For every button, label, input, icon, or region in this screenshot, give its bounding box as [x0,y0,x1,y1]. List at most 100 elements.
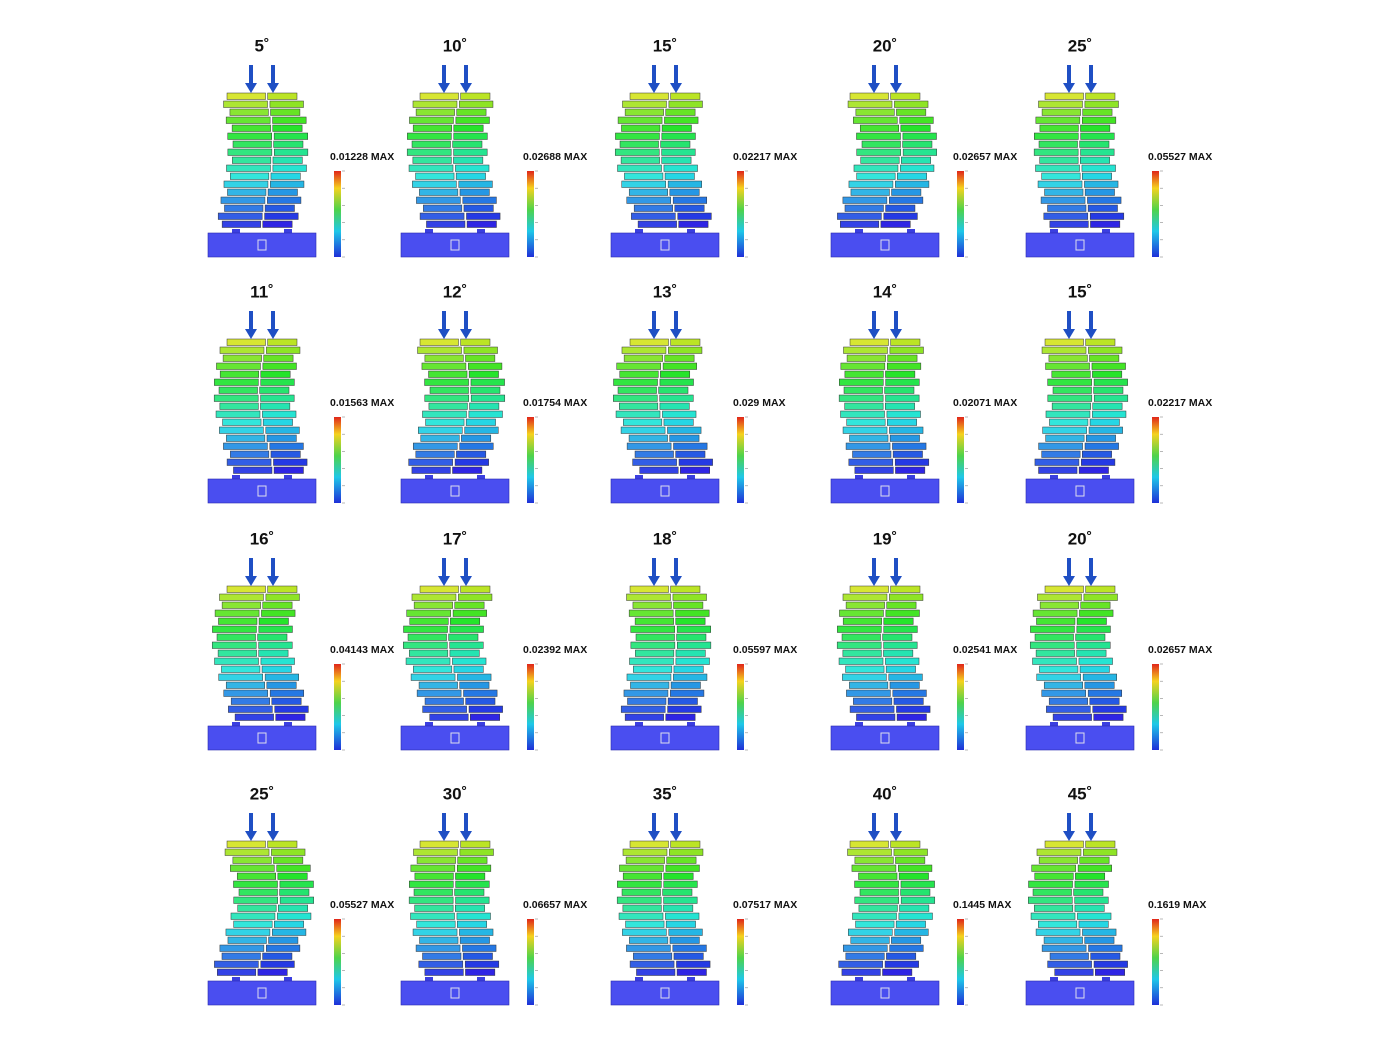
tower-block [228,705,273,713]
tower-block [233,896,278,904]
tower-block [1030,625,1075,633]
tower-block [1077,864,1112,872]
load-arrow-head [670,329,682,339]
tower-block [885,402,915,410]
tower-block [1088,346,1123,354]
tower-block [634,617,674,625]
tower-block [257,968,288,976]
tower-block [669,434,700,442]
tower-block [279,888,310,896]
tower-block [1044,188,1084,196]
angle-label: 20˚ [1068,529,1093,548]
max-label: 0.05527 MAX [1148,151,1212,163]
tower-block [260,657,295,665]
panel: 45˚ 0.1619 MAX [1025,784,1206,1006]
tower-block [882,968,913,976]
tower-block [214,960,259,968]
tower-block [659,378,694,386]
tower-block [850,188,890,196]
angle-label: 15˚ [1068,282,1093,301]
tower-block [845,952,885,960]
tower-block [213,394,259,402]
support-leg [855,722,863,728]
tower-block [895,466,926,474]
tower-block [267,338,298,346]
tower-block [633,665,673,673]
tower-block [889,434,920,442]
tower-block [1080,124,1111,132]
tower-block [1084,442,1119,450]
tower-block [890,92,921,100]
tower-block [1082,928,1117,936]
panel: 20˚ 0.02657 MAX [830,36,1017,258]
tower-block [236,872,276,880]
tower-block [842,426,888,434]
tower-block [615,132,660,140]
tower-block [1083,848,1118,856]
tower-block [275,713,306,721]
support-leg [687,229,695,235]
tower-block [452,140,483,148]
tower-block [264,204,295,212]
tower-block [673,665,704,673]
max-label: 0.05527 MAX [330,899,394,911]
tower-block [274,920,304,928]
load-arrow-head [460,576,472,586]
tower-block [412,442,458,450]
tower-block [422,410,467,418]
tower-block [678,220,709,228]
tower-block [1080,148,1115,156]
tower-block [1034,904,1074,912]
tower-block [1038,920,1078,928]
tower-block [456,108,487,116]
tower-block [418,681,458,689]
tower-block [468,370,499,378]
tower-block [408,896,454,904]
tower-block [429,713,469,721]
load-arrow-head [890,329,902,339]
tower-block [233,880,278,888]
color-bar [1152,417,1159,503]
load-arrow-head [438,83,450,93]
tower-block [617,386,657,394]
load-arrow-head [267,576,279,586]
tower-block [613,394,658,402]
support-leg [284,475,292,481]
tower-block [273,458,308,466]
tower-block [838,960,883,968]
tower-block [264,673,299,681]
color-bar [1152,664,1159,750]
base-plate [207,478,317,504]
tower-block [214,657,259,665]
tower-block [838,394,884,402]
tower-block [676,960,711,968]
tower-block [450,617,481,625]
tower-block [262,362,297,370]
tower-block [900,124,931,132]
tower-block [853,164,899,172]
tower-block [1048,354,1088,362]
tower-block [274,148,309,156]
tower-block [419,338,459,346]
tower-block [260,960,295,968]
angle-label: 30˚ [443,784,468,803]
tower-block [1078,920,1109,928]
panel: 14˚ 0.02071 MAX [830,282,1017,504]
tower-block [893,848,928,856]
tower-block [418,426,463,434]
tower-block [453,148,488,156]
tower-block [424,968,464,976]
tower-block [854,880,899,888]
tower-block [424,354,464,362]
base-icon [880,485,890,497]
tower-block [669,188,700,196]
angle-label: 17˚ [443,529,468,548]
tower-block [219,426,264,434]
angle-label: 25˚ [250,784,275,803]
tower-block [899,904,930,912]
angle-label: 25˚ [1068,36,1093,55]
support-leg [284,229,292,235]
tower-block [1044,840,1084,848]
tower-block [621,124,661,132]
tower-block [223,442,268,450]
